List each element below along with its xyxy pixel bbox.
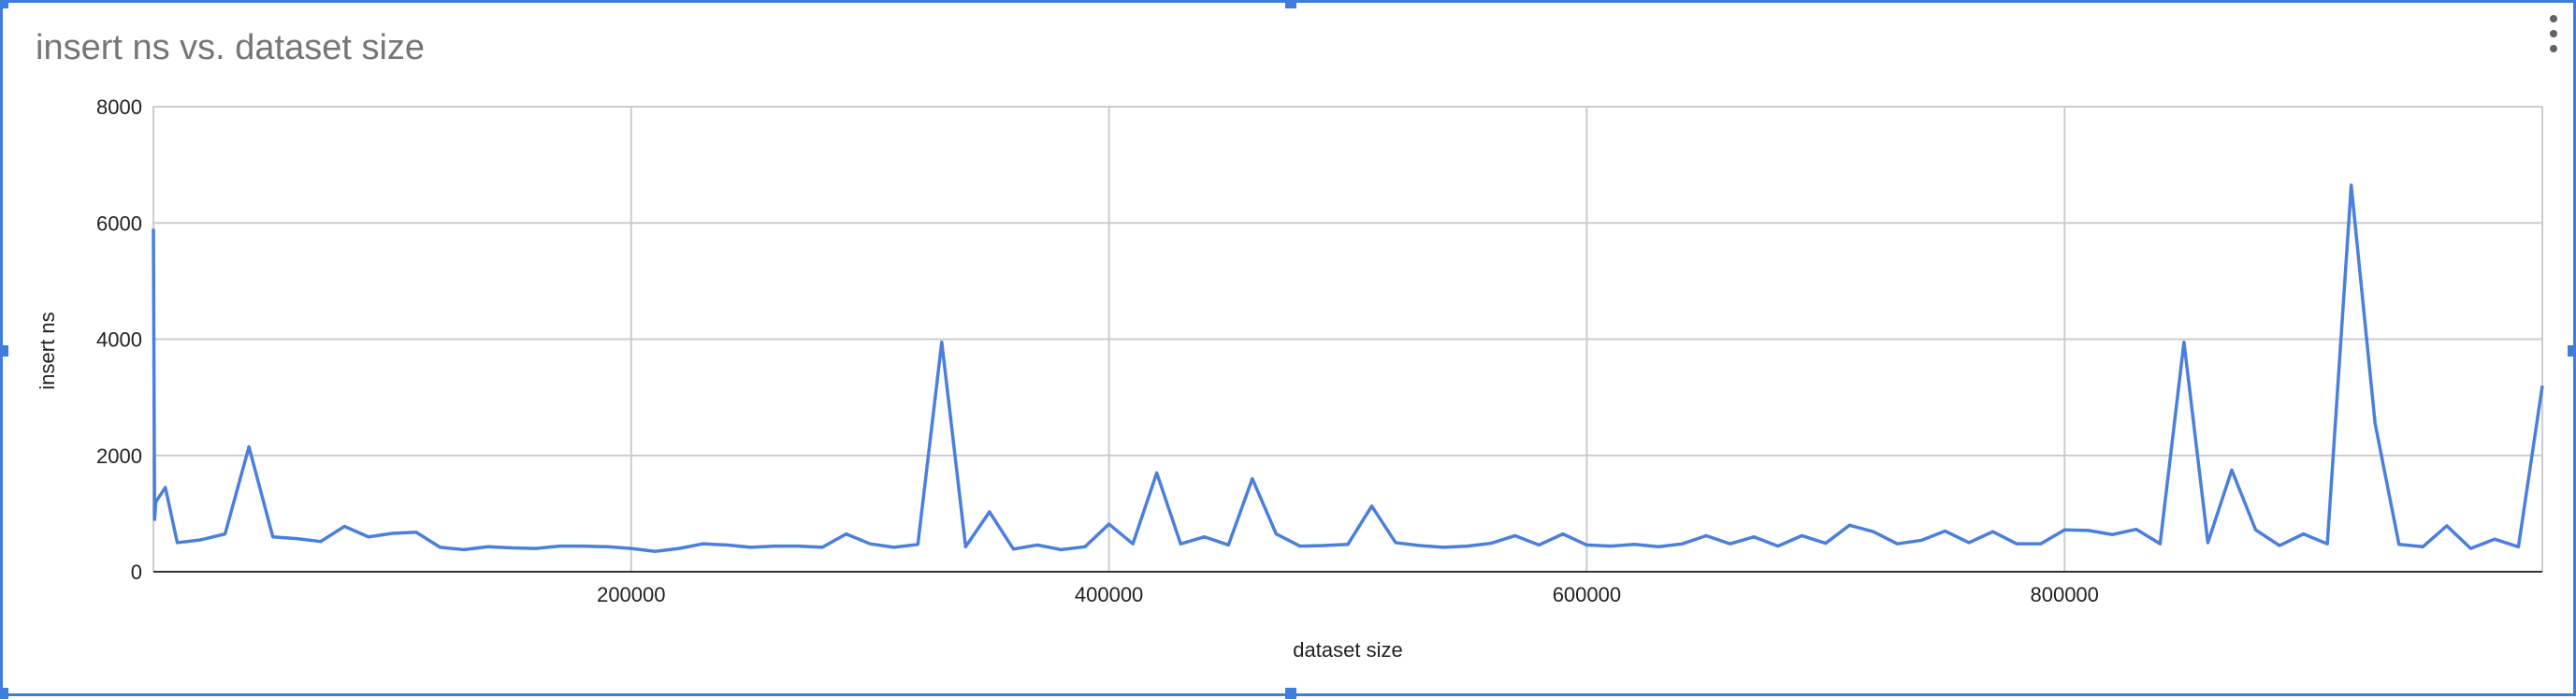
- y-axis-tick-labels: 0 2000 4000 6000 8000: [96, 95, 142, 584]
- x-tick-label: 400000: [1075, 583, 1143, 606]
- series-line: [152, 183, 2544, 554]
- x-axis-title: dataset size: [1293, 638, 1402, 662]
- y-tick-label: 2000: [96, 444, 142, 468]
- y-axis-title: insert ns: [36, 312, 59, 389]
- more-options-icon[interactable]: [2544, 13, 2563, 54]
- resize-handle-top[interactable]: [1285, 0, 1296, 8]
- resize-handle-right[interactable]: [2568, 345, 2576, 357]
- x-tick-label: 800000: [2030, 583, 2098, 606]
- x-tick-label: 200000: [597, 583, 665, 606]
- resize-handle-bottom-left[interactable]: [0, 688, 8, 699]
- y-tick-label: 0: [131, 561, 142, 584]
- y-tick-label: 4000: [96, 328, 142, 352]
- resize-handle-left[interactable]: [0, 345, 8, 357]
- gridlines: [152, 106, 2543, 572]
- x-axis-tick-labels: 200000 400000 600000 800000: [597, 583, 2099, 606]
- y-tick-label: 6000: [96, 211, 142, 235]
- chart-title: insert ns vs. dataset size: [36, 28, 426, 67]
- resize-handle-top-left[interactable]: [0, 0, 8, 8]
- x-tick-label: 600000: [1553, 583, 1621, 606]
- y-tick-label: 8000: [96, 95, 142, 119]
